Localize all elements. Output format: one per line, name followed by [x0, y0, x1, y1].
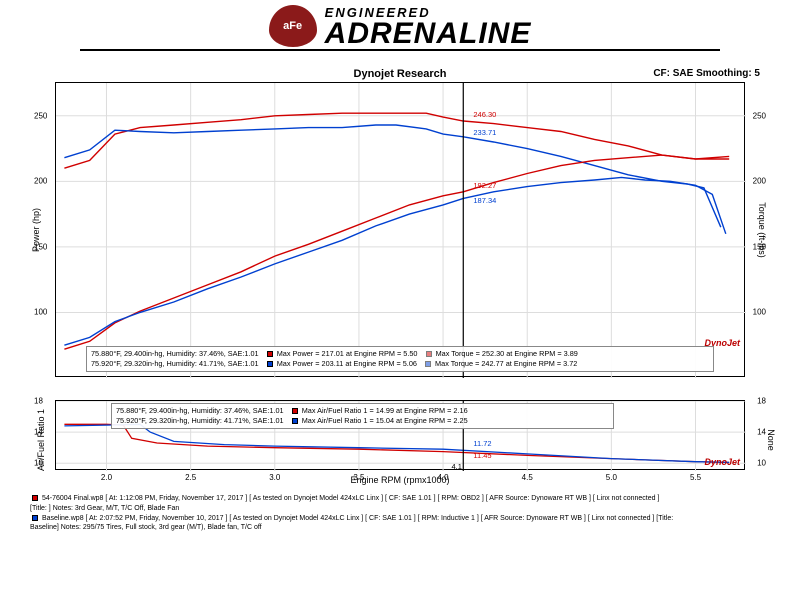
main-ylabel-right: Torque (ft-lbs) — [757, 202, 767, 258]
sub-chart: 75.880°F, 29.400in-hg, Humidity: 37.46%,… — [55, 400, 745, 470]
main-ylabel-left: Power (hp) — [31, 208, 41, 252]
header: aFe ENGINEERED ADRENALINE — [0, 5, 800, 53]
xlabel: Engine RPM (rpmx1000) — [0, 475, 800, 485]
footer: 54-76004 Final.wp8 [ At: 1:12:08 PM, Fri… — [30, 494, 770, 533]
footer-line2: Baseline.wp8 [ At: 2:07:52 PM, Friday, N… — [30, 514, 770, 524]
afe-badge-icon: aFe — [269, 5, 317, 47]
footer-line2b: Baseline] Notes: 295/75 Tires, Full stoc… — [30, 523, 770, 533]
main-chart: 75.880°F, 29.400in-hg, Humidity: 37.46%,… — [55, 82, 745, 377]
marker-icon — [32, 495, 38, 501]
footer-line1b: [Title: ] Notes: 3rd Gear, M/T, T/C Off,… — [30, 504, 770, 514]
title-big: ADRENALINE — [325, 20, 532, 47]
footer-line1: 54-76004 Final.wp8 [ At: 1:12:08 PM, Fri… — [30, 494, 770, 504]
main-legend: 75.880°F, 29.400in-hg, Humidity: 37.46%,… — [86, 346, 714, 372]
cf-label: CF: SAE Smoothing: 5 — [653, 68, 760, 79]
main-chart-svg — [56, 83, 746, 378]
logo-area: aFe ENGINEERED ADRENALINE — [269, 5, 532, 47]
marker-icon — [32, 515, 38, 521]
sub-legend: 75.880°F, 29.400in-hg, Humidity: 37.46%,… — [111, 403, 614, 429]
sub-ylabel-right: None — [766, 429, 776, 451]
title-text: ENGINEERED ADRENALINE — [325, 5, 532, 47]
dynojet-logo-sub: DynoJet — [704, 457, 740, 467]
sub-ylabel-left: Air/Fuel Ratio 1 — [36, 409, 46, 471]
